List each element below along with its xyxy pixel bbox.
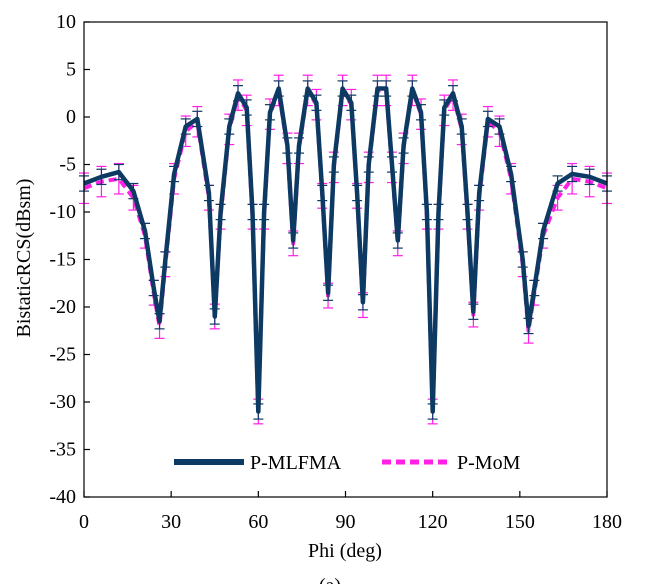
- y-axis-label: BistaticRCS(dBsm): [13, 179, 35, 338]
- x-tick-label: 30: [161, 511, 181, 533]
- series-line-p-mlfma: [83, 86, 608, 414]
- y-tick-label: -40: [49, 486, 76, 508]
- x-tick-label: 0: [79, 511, 89, 533]
- y-tick-label: -30: [49, 391, 76, 413]
- y-tick-label: -35: [49, 439, 76, 461]
- y-tick-label: -20: [49, 296, 76, 318]
- series-line-p-mom: [83, 88, 608, 414]
- legend-label-p-mlfma: P-MLFMA: [250, 452, 342, 474]
- x-tick-label: 60: [248, 511, 268, 533]
- x-tick-label: 120: [418, 511, 448, 533]
- y-tick-label: -15: [49, 249, 76, 271]
- legend: P-MLFMA P-MoM: [174, 452, 521, 474]
- y-tick-label: -5: [59, 154, 76, 176]
- y-tick-label: 5: [66, 59, 76, 81]
- x-tick-label: 90: [336, 511, 356, 533]
- x-tick-label: 180: [592, 511, 622, 533]
- y-tick-label: 10: [56, 11, 76, 33]
- y-tick-label: -10: [49, 201, 76, 223]
- series-p-mom: [79, 74, 612, 425]
- plot-area: [79, 74, 612, 425]
- figure-caption: (a): [319, 575, 341, 584]
- legend-label-p-mom: P-MoM: [457, 452, 521, 474]
- series-p-mlfma: [79, 80, 612, 420]
- y-tick-label: 0: [66, 106, 76, 128]
- x-tick-label: 150: [505, 511, 535, 533]
- x-axis-label: Phi (deg): [308, 540, 382, 562]
- y-tick-label: -25: [49, 344, 76, 366]
